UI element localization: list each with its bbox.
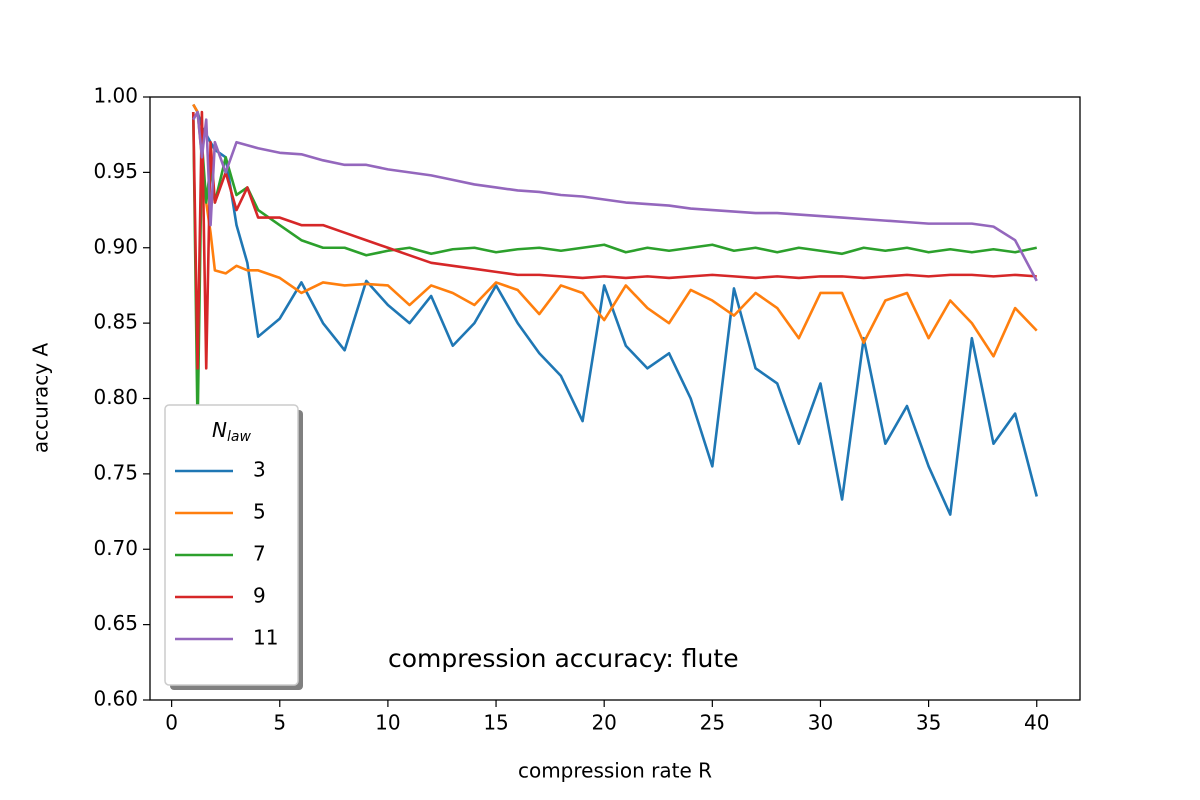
legend-label: 7 xyxy=(253,542,266,566)
y-tick-label: 0.70 xyxy=(93,536,138,560)
x-axis-label: compression rate R xyxy=(518,759,712,783)
legend-label: 3 xyxy=(253,458,266,482)
x-tick-label: 15 xyxy=(483,711,508,735)
x-tick-label: 20 xyxy=(591,711,616,735)
y-axis-label: accuracy A xyxy=(29,343,53,454)
series-line xyxy=(192,103,1038,516)
y-tick-label: 0.85 xyxy=(93,310,138,334)
x-tick-label: 25 xyxy=(700,711,725,735)
legend-title-sub: law xyxy=(227,429,251,445)
plot-frame xyxy=(149,96,1081,701)
y-tick-label: 1.00 xyxy=(93,84,138,108)
x-tick-label: 10 xyxy=(375,711,400,735)
y-tick-label: 0.75 xyxy=(93,460,138,484)
y-tick-label: 0.60 xyxy=(93,687,138,711)
legend-label: 5 xyxy=(253,500,266,524)
x-tick-label: 5 xyxy=(273,711,286,735)
y-tick-label: 0.95 xyxy=(93,159,138,183)
x-tick-label: 0 xyxy=(165,711,178,735)
series-line xyxy=(192,110,1038,282)
y-tick-label: 0.65 xyxy=(93,611,138,635)
y-tick-label: 0.80 xyxy=(93,385,138,409)
x-tick-label: 30 xyxy=(808,711,833,735)
x-tick-label: 40 xyxy=(1024,711,1049,735)
legend-title: Nlaw xyxy=(212,418,251,446)
legend-title-main: N xyxy=(212,418,227,442)
annotation: compression accuracy: flute xyxy=(388,644,739,673)
y-tick-label: 0.90 xyxy=(93,234,138,258)
series-line xyxy=(191,110,1037,370)
series-line xyxy=(192,103,1038,358)
legend-label: 9 xyxy=(253,584,266,608)
x-tick-label: 35 xyxy=(916,711,941,735)
legend-box xyxy=(164,404,299,686)
series-line xyxy=(191,112,1038,430)
legend-label: 11 xyxy=(253,626,278,650)
